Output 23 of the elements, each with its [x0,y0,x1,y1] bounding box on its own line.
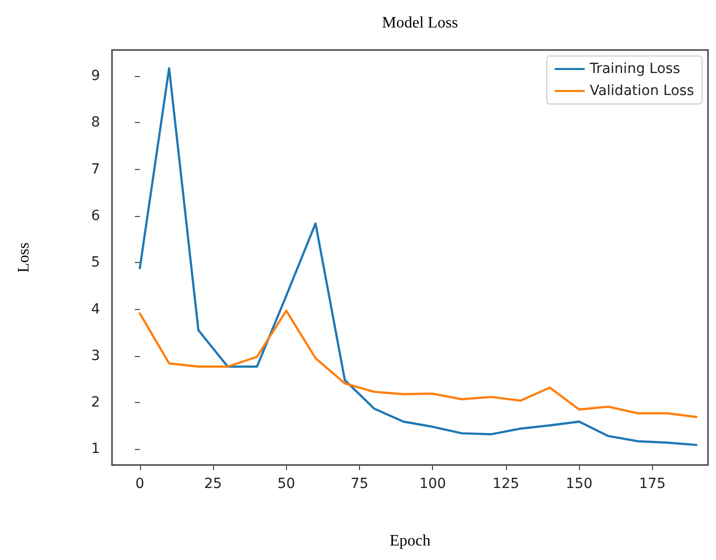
y-tick-label: 2 [91,394,100,411]
legend-label: Training Loss [588,61,680,77]
y-axis-title: Loss [16,242,32,273]
y-tick-label: 7 [91,161,100,178]
chart-title: Model Loss [382,14,458,32]
x-axis-title: Epoch [390,532,430,550]
y-tick-label: 9 [91,68,100,84]
y-tick-label: 1 [91,441,100,458]
x-tick-label: 150 [566,476,592,492]
x-tick-label: 100 [419,476,446,492]
line-series [138,310,698,418]
x-tick-label: 0 [135,476,144,492]
x-tick-label: 175 [638,476,666,492]
y-tick-label: 3 [91,348,100,364]
x-tick-label: 125 [492,476,520,492]
y-tick-label: 6 [91,208,100,224]
y-tick-label: 4 [91,301,100,318]
x-tick-label: 75 [350,476,368,492]
legend-label: Validation Loss [590,83,694,99]
x-tick-label: 25 [204,476,222,492]
y-tick-label: 8 [91,114,100,131]
y-tick-label: 5 [91,254,100,271]
x-tick-label: 50 [277,476,296,492]
